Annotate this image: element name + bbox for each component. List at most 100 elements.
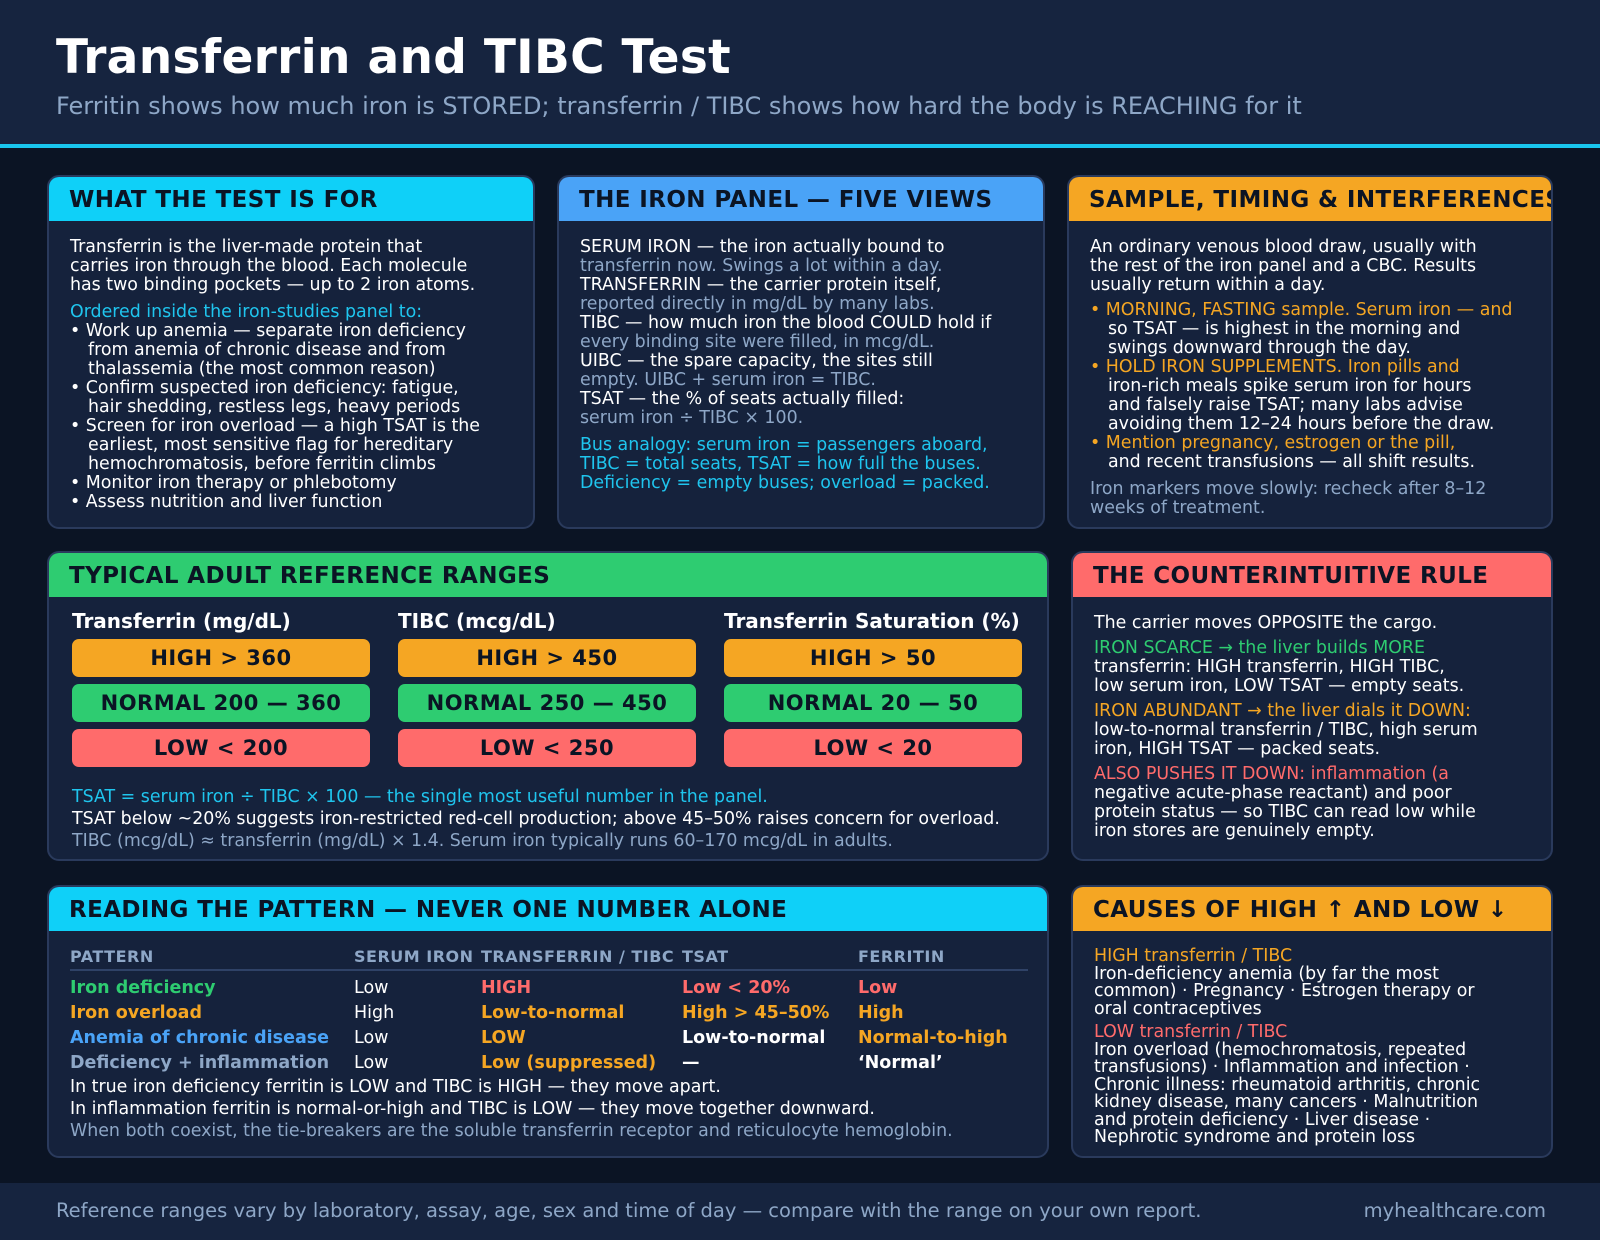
view-main: TRANSFERRIN — the carrier protein itself… (580, 275, 942, 295)
tsat-interpretation: TSAT below ~20% suggests iron-restricted… (72, 809, 1000, 829)
bullet-line: hair shedding, restless legs, heavy peri… (88, 397, 461, 417)
bullet-line: hemochromatosis, before ferritin climbs (88, 454, 436, 474)
range-low-pill: LOW < 200 (72, 729, 370, 767)
list-item: TRANSFERRIN — the carrier protein itself… (580, 276, 1027, 314)
list-item: SERUM IRON — the iron actually bound to … (580, 238, 1027, 276)
bullet-line: thalassemia (the most common reason) (88, 359, 436, 379)
range-high-pill: HIGH > 50 (724, 639, 1022, 677)
purpose-heading: WHAT THE TEST IS FOR (49, 177, 533, 221)
page-footer: Reference ranges vary by laboratory, ass… (0, 1183, 1600, 1240)
causes-line: oral contraceptives (1094, 998, 1262, 1019)
view-note: reported directly in mg/dL by many labs. (580, 294, 935, 314)
reference-ranges-panel: TYPICAL ADULT REFERENCE RANGES Transferr… (47, 551, 1049, 861)
bullet-line: earliest, most sensitive flag for heredi… (88, 435, 454, 455)
range-column-title: TIBC (mcg/dL) (398, 609, 556, 633)
pattern-note: In true iron deficiency ferritin is LOW … (70, 1077, 721, 1097)
pattern-table: PATTERN SERUM IRON TRANSFERRIN / TIBC TS… (70, 945, 1028, 1142)
causes-line: common) · Pregnancy · Estrogen therapy o… (1094, 981, 1475, 1001)
sample-intro-line: An ordinary venous blood draw, usually w… (1090, 237, 1477, 257)
list-item: • Confirm suspected iron deficiency: fat… (70, 379, 517, 417)
rule-panel: THE COUNTERINTUITIVE RULE The carrier mo… (1071, 551, 1553, 861)
sample-note-line: weeks of treatment. (1090, 498, 1266, 518)
analogy-line: Deficiency = empty buses; overload = pac… (580, 473, 990, 493)
range-normal-pill: NORMAL 250 — 450 (398, 684, 696, 722)
range-low-pill: LOW < 250 (398, 729, 696, 767)
list-item: • Monitor iron therapy or phlebotomy (70, 474, 517, 493)
table-cell: Normal-to-high (858, 1028, 1008, 1048)
table-cell: Low (354, 978, 389, 998)
table-cell: High (858, 1003, 904, 1023)
purpose-bullet-list: • Work up anemia — separate iron deficie… (70, 322, 517, 512)
table-cell: Low < 20% (682, 978, 791, 998)
range-column-title: Transferrin Saturation (%) (724, 609, 1020, 633)
causes-line: Nephrotic syndrome and protein loss (1094, 1127, 1416, 1147)
table-cell: Iron deficiency (70, 978, 216, 998)
purpose-intro-line: carries iron through the blood. Each mol… (70, 256, 468, 276)
rule-heading: THE COUNTERINTUITIVE RULE (1073, 553, 1551, 597)
rule-line: low serum iron, LOW TSAT — empty seats. (1094, 676, 1465, 696)
pattern-panel: READING THE PATTERN — NEVER ONE NUMBER A… (47, 885, 1049, 1158)
rule-line: iron, HIGH TSAT — packed seats. (1094, 739, 1381, 759)
sample-intro-line: usually return within a day. (1090, 275, 1326, 295)
causes-line: and protein deficiency · Liver disease · (1094, 1109, 1431, 1130)
tibc-conversion: TIBC (mcg/dL) ≈ transferrin (mg/dL) × 1.… (72, 831, 893, 851)
page-subtitle: Ferritin shows how much iron is STORED; … (56, 92, 1302, 120)
view-main: SERUM IRON — the iron actually bound to (580, 237, 945, 257)
sample-bullet-lead: • Mention pregnancy, estrogen or the pil… (1090, 433, 1456, 453)
sample-heading: SAMPLE, TIMING & INTERFERENCES (1069, 177, 1551, 221)
range-low-pill: LOW < 20 (724, 729, 1022, 767)
purpose-intro-line: Transferrin is the liver-made protein th… (70, 237, 423, 257)
sample-bullet-line: and recent transfusions — all shift resu… (1108, 452, 1475, 472)
causes-line: kidney disease, many cancers · Malnutrit… (1094, 1092, 1478, 1112)
causes-heading: CAUSES OF HIGH ↑ AND LOW ↓ (1073, 887, 1551, 931)
tsat-formula: TSAT = serum iron ÷ TIBC × 100 — the sin… (72, 787, 768, 807)
iron-panel-heading: THE IRON PANEL — FIVE VIEWS (559, 177, 1043, 221)
tibc-range-column: TIBC (mcg/dL) HIGH > 450 NORMAL 250 — 45… (398, 609, 696, 767)
view-note: every binding site were filled, in mcg/d… (580, 332, 935, 352)
sample-bullet-line: and falsely raise TSAT; many labs advise (1108, 395, 1463, 415)
table-cell: Low (354, 1028, 389, 1048)
list-item: TIBC — how much iron the blood COULD hol… (580, 314, 1027, 352)
bullet-line: from anemia of chronic disease and from (88, 340, 446, 360)
view-note: serum iron ÷ TIBC × 100. (580, 408, 804, 428)
pattern-heading: READING THE PATTERN — NEVER ONE NUMBER A… (49, 887, 1047, 931)
rule-line: iron stores are genuinely empty. (1094, 821, 1375, 841)
transferrin-range-column: Transferrin (mg/dL) HIGH > 360 NORMAL 20… (72, 609, 370, 767)
sample-panel: SAMPLE, TIMING & INTERFERENCES An ordina… (1067, 175, 1553, 529)
column-header: SERUM IRON (354, 947, 474, 966)
rule-line: negative acute-phase reactant) and poor (1094, 783, 1452, 803)
table-cell: LOW (481, 1028, 526, 1048)
view-main: TIBC — how much iron the blood COULD hol… (580, 313, 992, 333)
sample-bullet-line: iron-rich meals spike serum iron for hou… (1108, 376, 1472, 396)
list-item: • Assess nutrition and liver function (70, 493, 517, 512)
rule-intro: The carrier moves OPPOSITE the cargo. (1094, 613, 1438, 633)
list-item: • MORNING, FASTING sample. Serum iron — … (1090, 301, 1535, 358)
footer-site-link[interactable]: myhealthcare.com (1363, 1199, 1546, 1222)
column-header: FERRITIN (858, 947, 945, 966)
list-item: • Mention pregnancy, estrogen or the pil… (1090, 434, 1535, 472)
causes-high-label: HIGH transferrin / TIBC (1094, 946, 1293, 966)
sample-bullet-lead: • HOLD IRON SUPPLEMENTS. Iron pills and (1090, 357, 1460, 377)
range-high-pill: HIGH > 450 (398, 639, 696, 677)
range-normal-pill: NORMAL 20 — 50 (724, 684, 1022, 722)
table-header: PATTERN SERUM IRON TRANSFERRIN / TIBC TS… (70, 945, 1028, 971)
table-cell: — (682, 1053, 700, 1073)
view-note: empty. UIBC + serum iron = TIBC. (580, 370, 876, 390)
range-normal-pill: NORMAL 200 — 360 (72, 684, 370, 722)
list-item: TSAT — the % of seats actually filled: s… (580, 390, 1027, 428)
rule-scarce: IRON SCARCE → the liver builds MORE tran… (1094, 639, 1535, 696)
table-cell: ‘Normal’ (858, 1053, 943, 1073)
table-cell: Deficiency + inflammation (70, 1053, 330, 1073)
bullet-line: • Screen for iron overload — a high TSAT… (70, 416, 480, 436)
rule-lead: ALSO PUSHES IT DOWN: inflammation (a (1094, 764, 1449, 784)
rule-line: low-to-normal transferrin / TIBC, high s… (1094, 720, 1478, 740)
causes-line: transfusions) · Inflammation and infecti… (1094, 1057, 1470, 1077)
table-cell: Low-to-normal (481, 1003, 625, 1023)
view-main: TSAT — the % of seats actually filled: (580, 389, 905, 409)
sample-bullet-line: swings downward through the day. (1108, 338, 1411, 358)
page-header: Transferrin and TIBC Test Ferritin shows… (0, 0, 1600, 148)
bullet-line: • Work up anemia — separate iron deficie… (70, 321, 466, 341)
table-cell: Anemia of chronic disease (70, 1028, 330, 1048)
iron-panel-views: THE IRON PANEL — FIVE VIEWS SERUM IRON —… (557, 175, 1045, 529)
table-cell: High (354, 1003, 395, 1023)
